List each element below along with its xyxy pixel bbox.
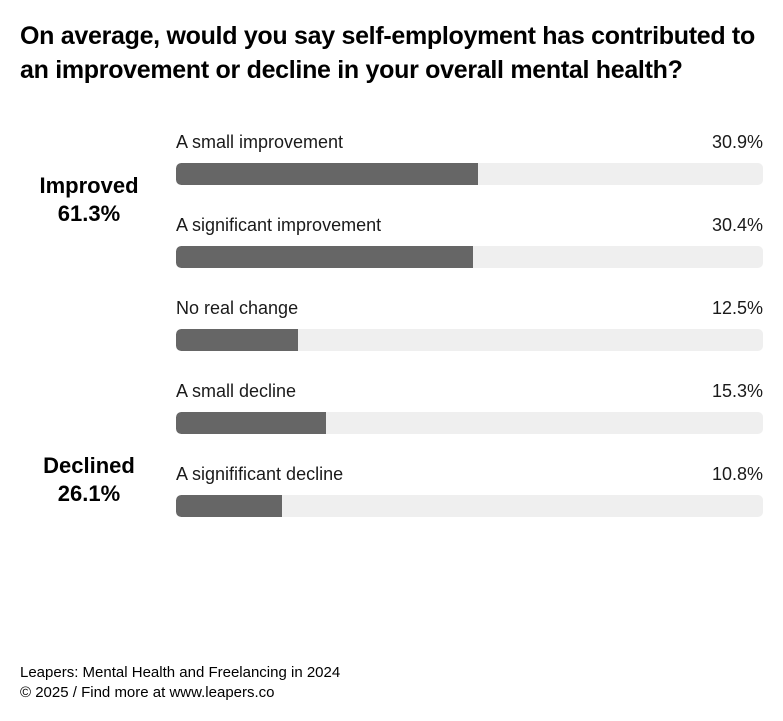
bar-value: 30.9% bbox=[712, 132, 763, 153]
bar-row: A small decline 15.3% bbox=[176, 381, 763, 434]
footer-line-2: © 2025 / Find more at www.leapers.co bbox=[20, 683, 340, 703]
bar-value: 30.4% bbox=[712, 215, 763, 236]
group-name: Declined bbox=[20, 452, 158, 481]
bar-label: A small decline bbox=[176, 381, 296, 402]
group-name: Improved bbox=[20, 172, 158, 201]
bar-fill bbox=[176, 246, 473, 268]
chart-title: On average, would you say self-employmen… bbox=[20, 20, 763, 88]
group-labels-column: Improved 61.3% Declined 26.1% bbox=[20, 132, 158, 517]
bar-fill bbox=[176, 163, 478, 185]
chart-area: Improved 61.3% Declined 26.1% A small im… bbox=[20, 132, 763, 517]
bars-column: A small improvement 30.9% A significant … bbox=[176, 132, 763, 517]
group-value: 26.1% bbox=[20, 480, 158, 509]
group-label-declined: Declined 26.1% bbox=[20, 452, 158, 509]
bar-value: 10.8% bbox=[712, 464, 763, 485]
bar-track bbox=[176, 246, 763, 268]
footer: Leapers: Mental Health and Freelancing i… bbox=[20, 663, 340, 704]
bar-track bbox=[176, 329, 763, 351]
group-value: 61.3% bbox=[20, 200, 158, 229]
bar-label: A signifificant decline bbox=[176, 464, 343, 485]
bar-row: A significant improvement 30.4% bbox=[176, 215, 763, 268]
footer-line-1: Leapers: Mental Health and Freelancing i… bbox=[20, 663, 340, 683]
bar-row: A signifificant decline 10.8% bbox=[176, 464, 763, 517]
bar-track bbox=[176, 163, 763, 185]
bar-fill bbox=[176, 412, 326, 434]
bar-row: No real change 12.5% bbox=[176, 298, 763, 351]
bar-row: A small improvement 30.9% bbox=[176, 132, 763, 185]
bar-label: A significant improvement bbox=[176, 215, 381, 236]
bar-fill bbox=[176, 495, 282, 517]
group-label-improved: Improved 61.3% bbox=[20, 172, 158, 229]
bar-label: A small improvement bbox=[176, 132, 343, 153]
bar-value: 15.3% bbox=[712, 381, 763, 402]
bar-track bbox=[176, 495, 763, 517]
bar-label: No real change bbox=[176, 298, 298, 319]
bar-track bbox=[176, 412, 763, 434]
bar-fill bbox=[176, 329, 298, 351]
bar-value: 12.5% bbox=[712, 298, 763, 319]
